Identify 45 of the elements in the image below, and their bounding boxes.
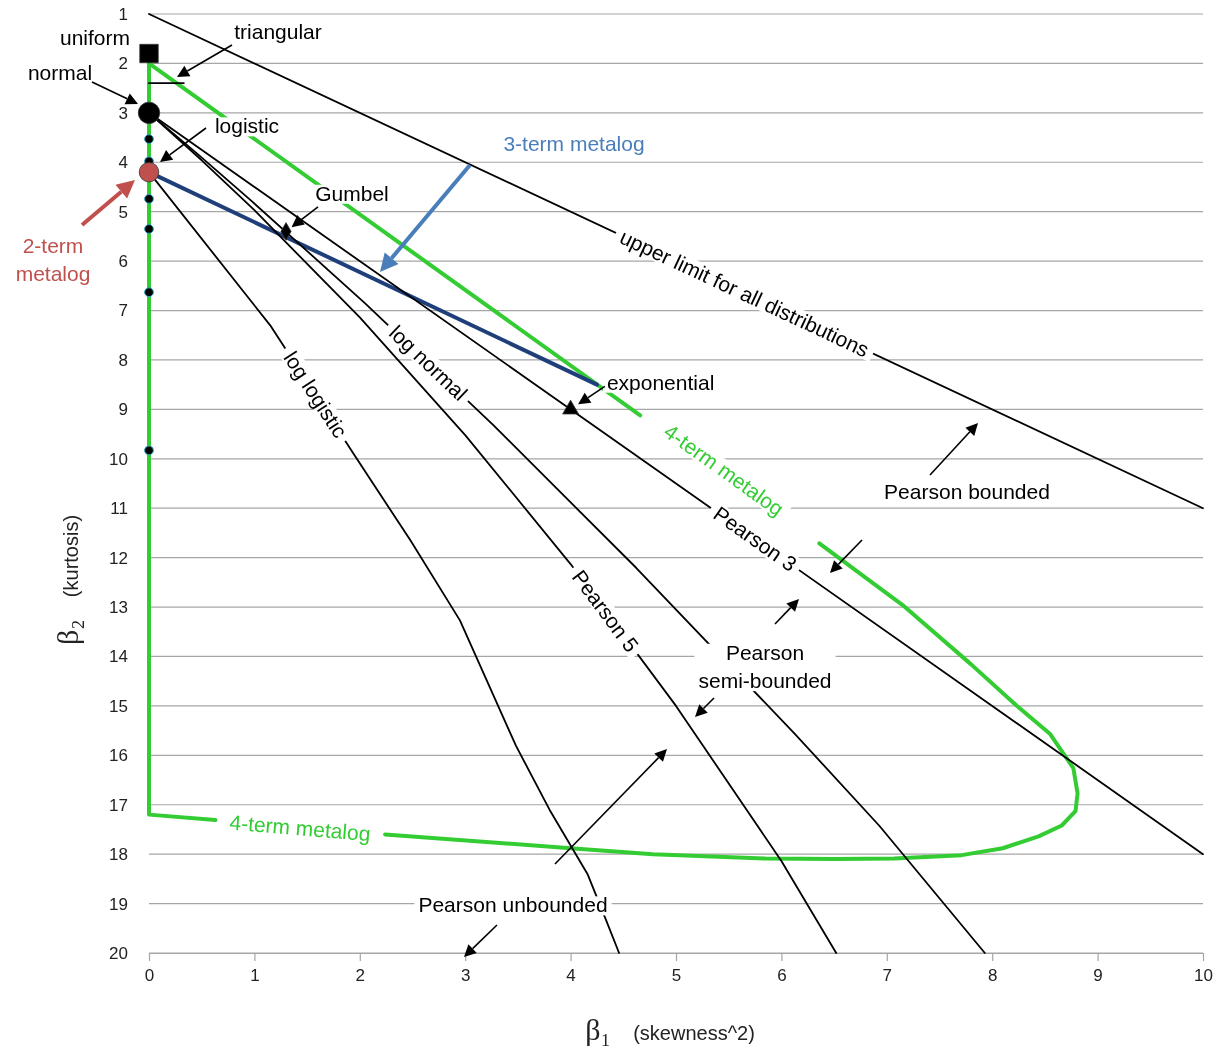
text: normal	[27, 61, 93, 85]
x-tick-label: 6	[777, 966, 787, 986]
annotation: 3-term metalog	[503, 132, 645, 156]
y-tick-label: 8	[118, 350, 128, 370]
x-tick-label: 10	[1194, 966, 1213, 986]
x-axis-title: β₁ (skewness^2)	[585, 1013, 755, 1046]
y-tick-label: 1	[118, 4, 128, 24]
y-tick-label: 12	[109, 548, 128, 568]
annotation: exponential	[606, 370, 715, 394]
x-tick-label: 3	[460, 966, 471, 986]
annotation: Pearson unbounded	[418, 893, 608, 917]
y-tick-label: 7	[118, 301, 128, 321]
annotation: Pearson bounded	[884, 480, 1050, 504]
y-tick-label: 14	[109, 647, 128, 667]
annotation: 4-term metalog	[228, 810, 372, 846]
x-tick-label: 4	[566, 966, 576, 986]
y-tick-label: 11	[110, 499, 128, 519]
x-tick-label: 0	[144, 966, 155, 986]
x-tick-label: 9	[1093, 966, 1103, 986]
y-tick-label: 9	[118, 400, 128, 420]
y-tick-label: 16	[109, 746, 128, 766]
y-tick-label: 18	[109, 845, 128, 865]
y-tick-label: 3	[118, 103, 128, 123]
y-tick-label: 20	[109, 943, 128, 963]
y-tick-label: 17	[109, 795, 128, 815]
y-tick-label: 15	[109, 696, 128, 716]
y-tick-label: 13	[109, 597, 128, 617]
x-tick-label: 8	[987, 966, 998, 986]
annotation: logistic	[214, 114, 280, 138]
annotation: Gumbel	[315, 181, 389, 205]
y-tick-label: 10	[109, 449, 128, 469]
y-tick-label: 2	[118, 54, 128, 74]
y-tick-label: 5	[118, 202, 128, 222]
y-axis-title: β₂ (kurtosis)	[51, 514, 84, 646]
y-tick-label: 4	[118, 153, 128, 173]
y-tick-label: 6	[118, 252, 128, 272]
text: 2-term metalog	[15, 233, 91, 286]
annotation: Pearson semi-bounded	[698, 640, 832, 693]
x-tick-label: 7	[882, 966, 893, 986]
annotation: triangular	[234, 20, 322, 44]
x-tick-label: 2	[355, 966, 366, 986]
y-tick-label: 19	[109, 894, 128, 914]
x-tick-label: 1	[250, 966, 260, 986]
x-tick-label: 5	[671, 966, 682, 986]
annotation: uniform	[59, 25, 131, 49]
